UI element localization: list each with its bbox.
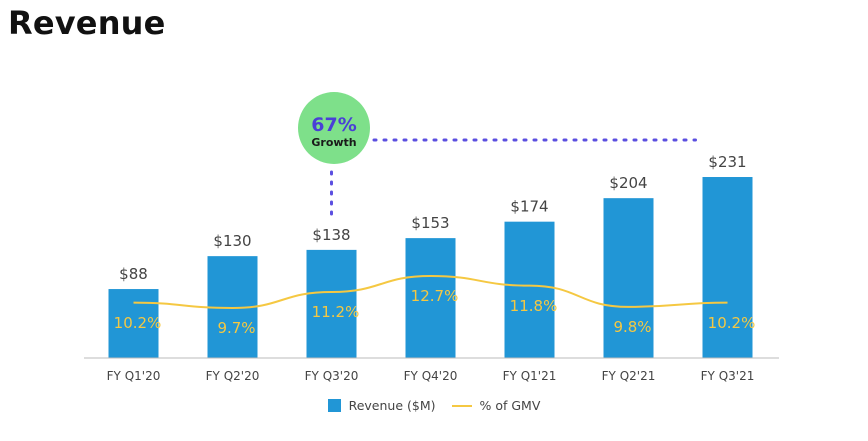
x-tick-label: FY Q3'20 [305, 369, 359, 383]
revenue-bar [405, 238, 456, 358]
x-tick-label: FY Q2'20 [206, 369, 260, 383]
legend-item-revenue: Revenue ($M) [327, 398, 436, 413]
legend-label-revenue: Revenue ($M) [348, 398, 436, 413]
x-tick-label: FY Q3'21 [701, 369, 755, 383]
revenue-bar [702, 177, 753, 358]
revenue-value-label: $153 [411, 214, 449, 232]
gmv-value-label: 10.2% [114, 314, 162, 332]
chart-legend: Revenue ($M) % of GMV [0, 398, 868, 413]
legend-swatch-gmv [451, 404, 472, 407]
growth-value: 67% [311, 114, 356, 136]
growth-badge [298, 92, 370, 164]
legend-swatch-revenue [327, 399, 341, 412]
growth-label: Growth [311, 136, 356, 149]
gmv-value-label: 9.7% [217, 319, 255, 337]
gmv-value-label: 9.8% [613, 318, 651, 336]
revenue-value-label: $174 [510, 198, 548, 216]
x-tick-label: FY Q1'21 [503, 369, 557, 383]
revenue-value-label: $231 [708, 153, 746, 171]
gmv-value-label: 10.2% [708, 314, 756, 332]
revenue-bar [306, 249, 357, 358]
revenue-value-label: $130 [213, 232, 251, 250]
revenue-bar [603, 198, 654, 358]
page-title: Revenue [8, 4, 166, 42]
revenue-value-label: $88 [119, 265, 148, 283]
x-tick-label: FY Q2'21 [602, 369, 656, 383]
revenue-bar [108, 289, 159, 358]
revenue-value-label: $204 [609, 174, 647, 192]
revenue-value-label: $138 [312, 226, 350, 244]
gmv-line [133, 274, 728, 310]
x-tick-label: FY Q4'20 [404, 369, 458, 383]
gmv-value-label: 11.8% [510, 297, 558, 315]
gmv-value-label: 11.2% [312, 303, 360, 321]
legend-item-gmv: % of GMV [451, 398, 541, 413]
gmv-value-label: 12.7% [411, 287, 459, 305]
revenue-bar [504, 221, 555, 358]
legend-label-gmv: % of GMV [479, 398, 541, 413]
x-tick-label: FY Q1'20 [107, 369, 161, 383]
